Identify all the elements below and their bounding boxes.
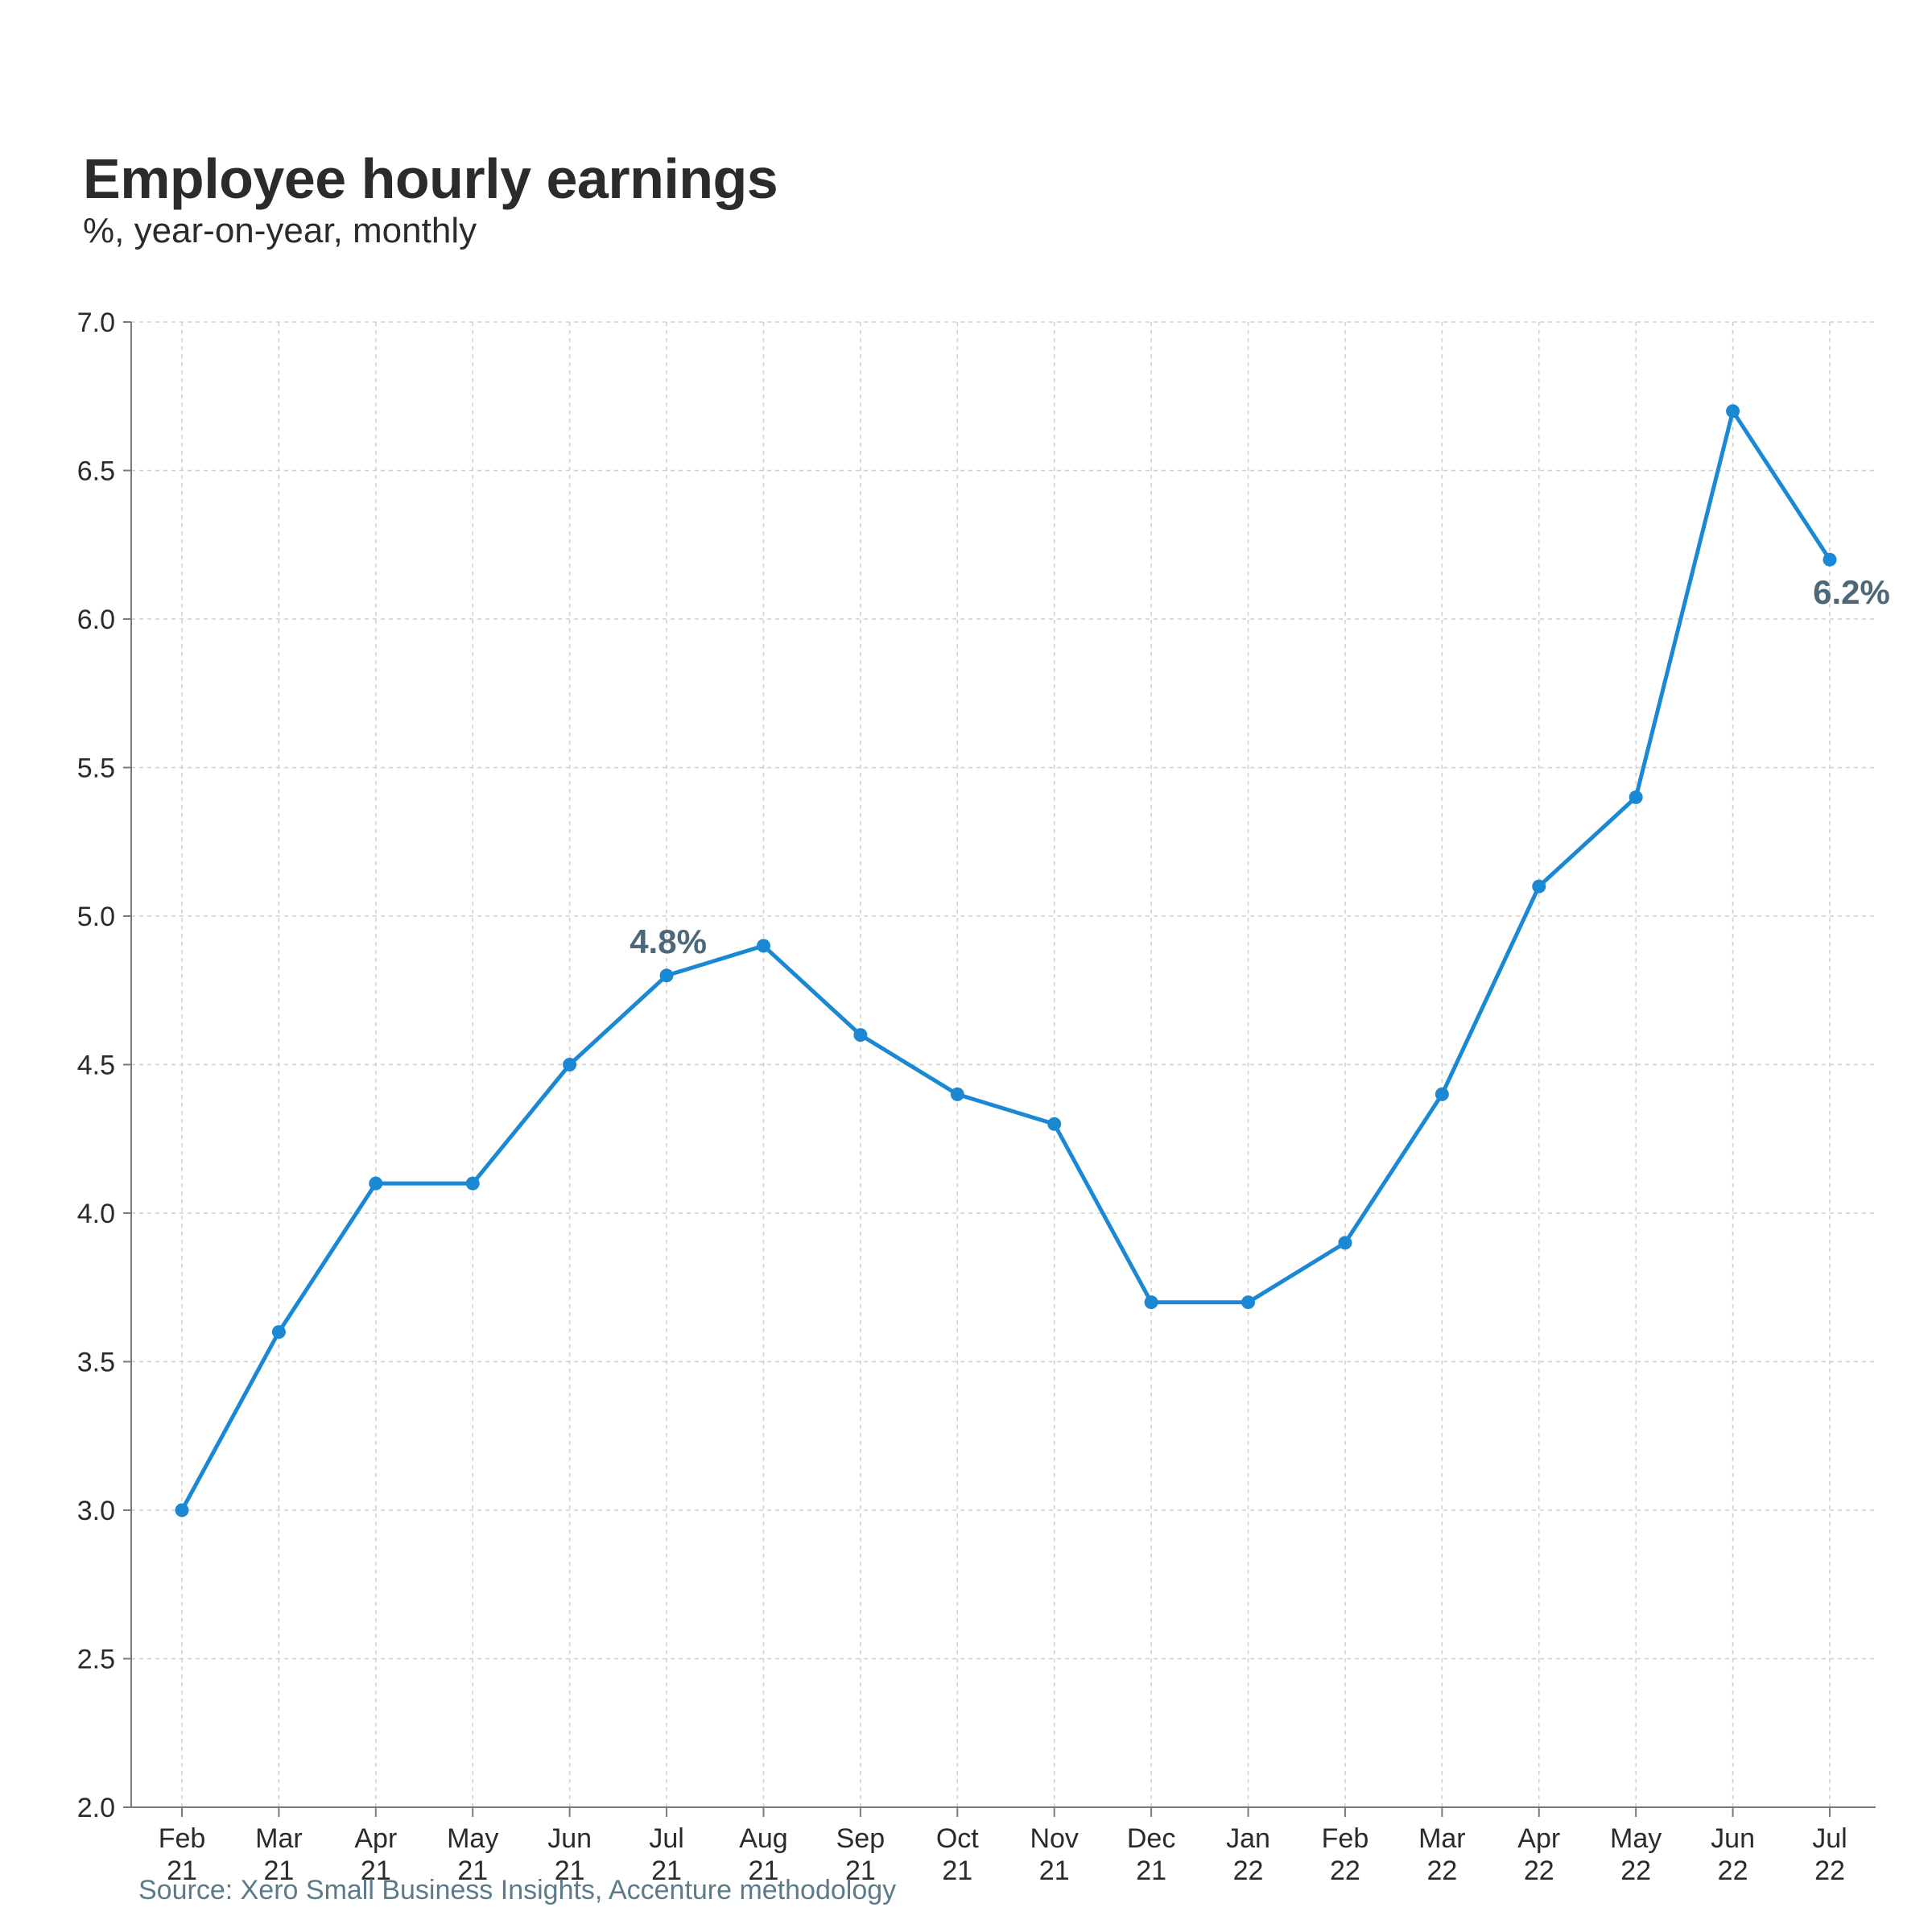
x-tick-label-year: 21 xyxy=(457,1856,488,1886)
x-tick-label-year: 21 xyxy=(263,1856,294,1886)
x-tick-label-year: 21 xyxy=(555,1856,585,1886)
x-tick-label-month: Jul xyxy=(1812,1823,1847,1854)
x-tick-label-year: 22 xyxy=(1814,1856,1845,1886)
x-tick-label-month: Apr xyxy=(1517,1823,1560,1854)
x-tick-label-month: Nov xyxy=(1030,1823,1078,1854)
x-tick-label-year: 21 xyxy=(1136,1856,1166,1886)
gridlines xyxy=(131,321,1876,1807)
series xyxy=(175,404,1837,1517)
data-point xyxy=(563,1058,577,1071)
data-point xyxy=(1823,552,1837,567)
y-tick-label: 3.0 xyxy=(77,1496,115,1526)
y-tick-label: 5.0 xyxy=(77,902,115,932)
x-tick-label-year: 22 xyxy=(1233,1856,1264,1886)
data-point xyxy=(1144,1295,1158,1310)
x-tick-label-year: 22 xyxy=(1524,1856,1554,1886)
x-tick-label-month: Dec xyxy=(1127,1823,1175,1854)
x-tick-label-year: 21 xyxy=(942,1856,972,1886)
x-tick-label-month: Sep xyxy=(836,1823,886,1854)
data-point xyxy=(756,939,770,953)
x-tick-label-year: 22 xyxy=(1620,1856,1651,1886)
annotation-label: 6.2% xyxy=(1813,573,1890,611)
y-tick-label: 7.0 xyxy=(77,308,115,338)
chart-subtitle: %, year-on-year, monthly xyxy=(83,211,477,250)
data-point xyxy=(950,1087,964,1101)
x-tick-label-month: Jan xyxy=(1226,1823,1270,1854)
data-point xyxy=(853,1028,868,1042)
x-tick-label-year: 21 xyxy=(1039,1856,1070,1886)
chart-source: Source: Xero Small Business Insights, Ac… xyxy=(138,1875,897,1905)
x-tick-label-year: 22 xyxy=(1330,1856,1360,1886)
x-tick-label-year: 21 xyxy=(651,1856,682,1886)
x-tick-label-month: Mar xyxy=(1418,1823,1466,1854)
x-tick-label-month: Jun xyxy=(547,1823,592,1854)
data-point xyxy=(1532,879,1546,894)
data-point xyxy=(369,1176,383,1191)
data-point xyxy=(1047,1117,1062,1131)
y-tick-label: 2.5 xyxy=(77,1645,115,1675)
data-point xyxy=(1726,404,1740,419)
data-point xyxy=(1629,790,1643,804)
data-point xyxy=(659,968,674,983)
data-point xyxy=(1241,1295,1256,1310)
x-tick-label-year: 21 xyxy=(167,1856,197,1886)
annotations: 4.8% 6.2% xyxy=(630,573,1890,960)
data-point xyxy=(271,1325,286,1340)
y-axis-ticks: 2.0 2.5 3.0 3.5 4.0 4.5 5.0 5.5 6.0 6.5 7.0 xyxy=(77,308,131,1823)
y-tick-label: 6.5 xyxy=(77,456,115,487)
x-tick-label-month: Aug xyxy=(739,1823,788,1854)
x-tick-label-month: Jul xyxy=(649,1823,683,1854)
chart-title: Employee hourly earnings xyxy=(83,147,778,210)
y-tick-label: 5.5 xyxy=(77,753,115,784)
data-point xyxy=(1338,1236,1352,1250)
x-tick-label-month: Apr xyxy=(354,1823,397,1854)
x-tick-label-year: 22 xyxy=(1718,1856,1748,1886)
y-tick-label: 3.5 xyxy=(77,1348,115,1378)
x-tick-label-month: Jun xyxy=(1711,1823,1755,1854)
x-tick-label-month: May xyxy=(1610,1823,1662,1854)
x-axis-ticks: Feb21Mar21Apr21May21Jun21Jul21Aug21Sep21… xyxy=(159,1807,1847,1886)
x-tick-label-month: Feb xyxy=(1322,1823,1369,1854)
y-tick-label: 4.0 xyxy=(77,1199,115,1229)
x-tick-label-month: Mar xyxy=(255,1823,303,1854)
x-tick-label-month: May xyxy=(447,1823,498,1854)
data-point xyxy=(1435,1087,1449,1101)
y-tick-label: 4.5 xyxy=(77,1051,115,1081)
series-line xyxy=(180,409,1832,1513)
x-tick-label-month: Oct xyxy=(936,1823,979,1854)
annotation-label: 4.8% xyxy=(630,923,707,960)
y-tick-label: 2.0 xyxy=(77,1793,115,1823)
x-tick-label-year: 22 xyxy=(1426,1856,1457,1886)
x-tick-label-year: 21 xyxy=(361,1856,391,1886)
x-tick-label-year: 21 xyxy=(845,1856,876,1886)
x-tick-label-month: Feb xyxy=(159,1823,206,1854)
data-point xyxy=(465,1176,480,1191)
y-tick-label: 6.0 xyxy=(77,605,115,635)
x-tick-label-year: 21 xyxy=(749,1856,779,1886)
data-point xyxy=(175,1503,189,1517)
